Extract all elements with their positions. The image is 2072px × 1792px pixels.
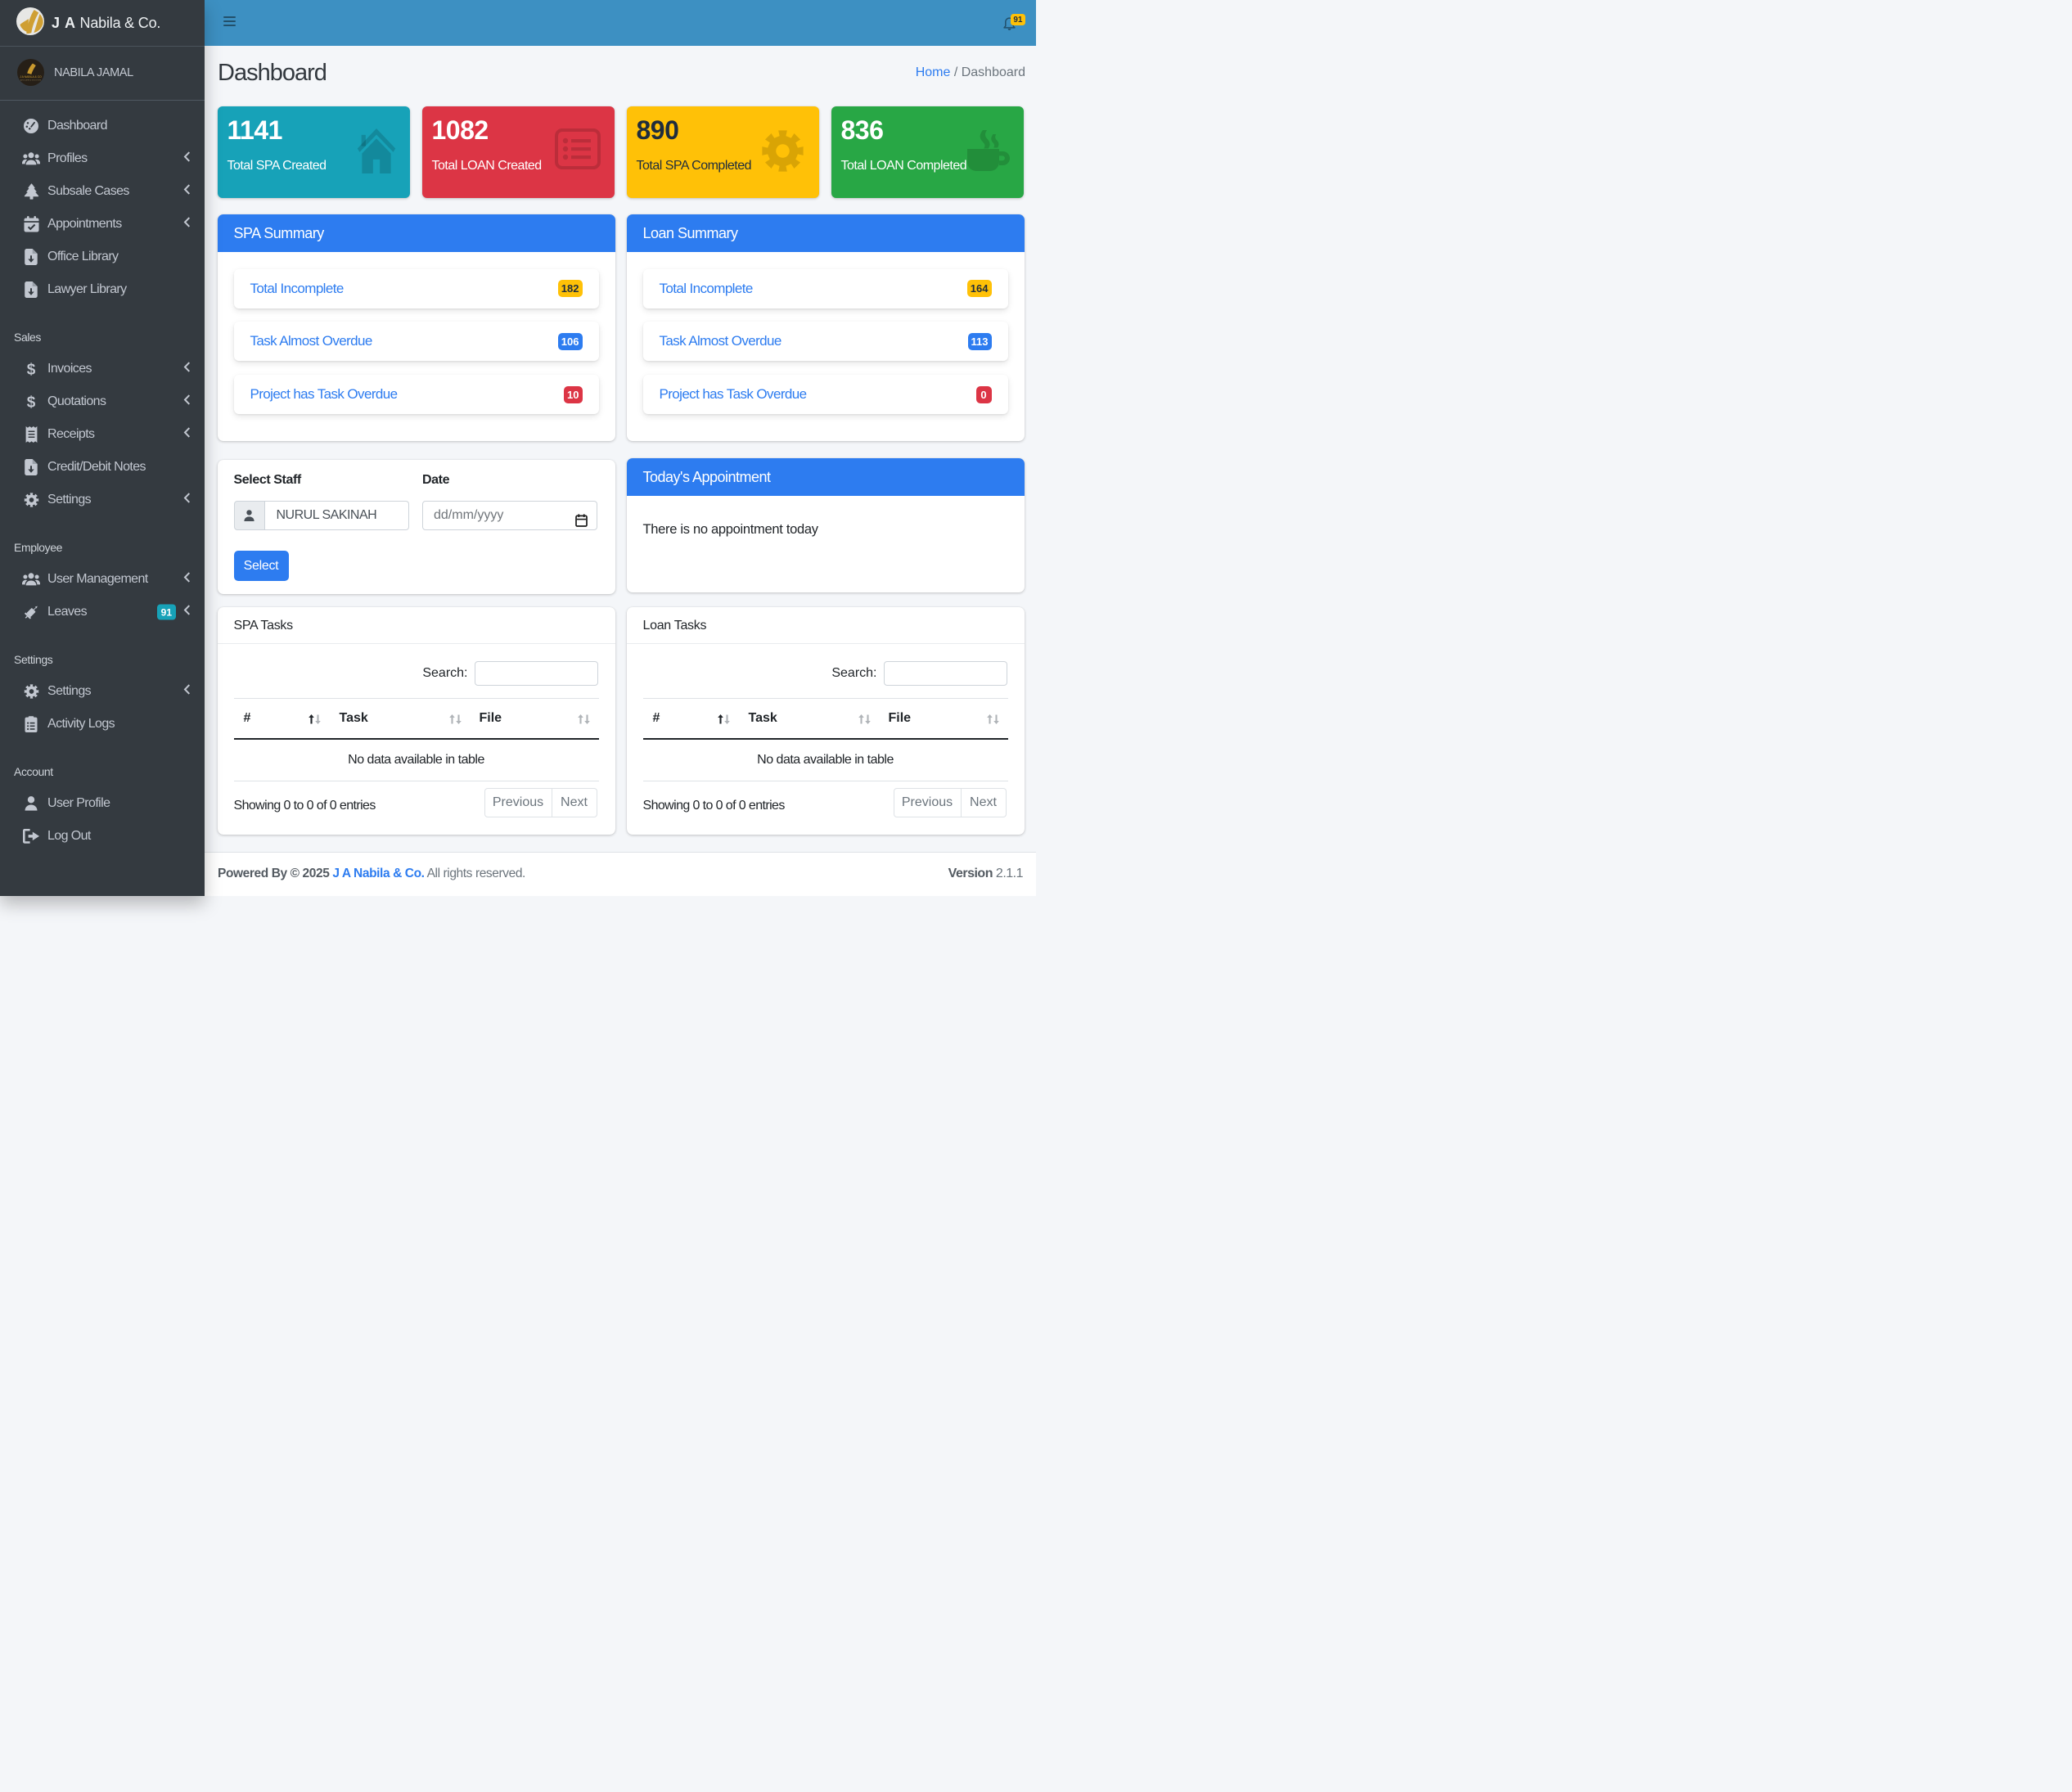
svg-text:J A NABILA & CO: J A NABILA & CO <box>20 75 42 79</box>
svg-text:$: $ <box>27 362 36 378</box>
svg-text:$: $ <box>27 394 36 411</box>
svg-text:ADVOCATES & SOLICITORS: ADVOCATES & SOLICITORS <box>20 79 42 82</box>
